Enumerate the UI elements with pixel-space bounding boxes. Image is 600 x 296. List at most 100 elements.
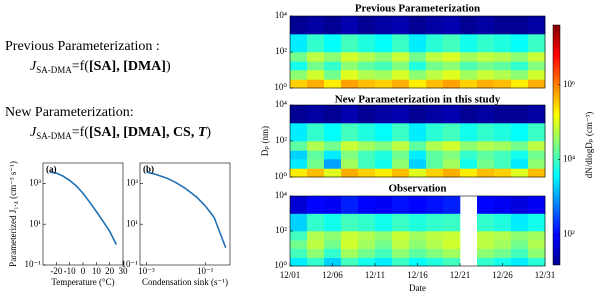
- heat-cell: [460, 79, 478, 89]
- heat-cell: [477, 257, 495, 267]
- previous-heading: Previous Parameterization :: [5, 39, 160, 54]
- heat-cell: [392, 159, 410, 169]
- heat-cell: [511, 141, 529, 151]
- heat-cell: [426, 196, 444, 214]
- heat-cell: [494, 257, 512, 267]
- x-tick-label: 12/01: [280, 270, 301, 280]
- heat-cell: [477, 123, 495, 142]
- heat-cell: [528, 105, 546, 124]
- heat-cell: [477, 168, 495, 178]
- heat-cell: [511, 257, 529, 267]
- heat-cell: [494, 16, 512, 35]
- eq: =f(: [72, 125, 90, 140]
- heat-cell: [528, 52, 546, 62]
- heat-cell: [477, 105, 495, 124]
- y-tick-label: 10⁻¹: [122, 259, 139, 269]
- heat-cell: [375, 141, 393, 151]
- heat-cell: [290, 52, 308, 62]
- heat-cell: [324, 141, 342, 151]
- x-tick-label: 12/16: [407, 270, 428, 280]
- heat-cell: [494, 168, 512, 178]
- heat-cell: [528, 159, 546, 169]
- heat-cell: [375, 79, 393, 89]
- heat-cell: [375, 52, 393, 62]
- heat-cell: [443, 257, 461, 267]
- x-tick-label: 12/26: [492, 270, 513, 280]
- heat-cell: [392, 168, 410, 178]
- y-tick-label: 10³: [126, 177, 138, 187]
- heat-cell: [290, 105, 308, 124]
- heat-cell: [443, 213, 461, 232]
- heat-cell: [290, 257, 308, 267]
- heat-cell: [494, 34, 512, 53]
- heat-cell: [375, 123, 393, 142]
- heat-cell: [443, 16, 461, 35]
- x-tick-label: 10⁻¹: [197, 266, 214, 276]
- heat-cell: [290, 213, 308, 232]
- heat-cell: [494, 61, 512, 71]
- x-tick-label: -20: [50, 266, 62, 276]
- t: T: [198, 125, 208, 140]
- heat-cell: [426, 213, 444, 232]
- y-tick-label: 10¹: [29, 218, 41, 228]
- y-tick-label: 10²: [275, 135, 287, 145]
- heat-cell: [341, 248, 359, 258]
- heat-cell: [528, 61, 546, 71]
- heat-cell: [341, 16, 359, 35]
- heat-cell: [409, 168, 427, 178]
- heat-cell: [443, 196, 461, 214]
- heat-cell: [511, 52, 529, 62]
- heat-cell: [307, 159, 325, 169]
- colorbar-tick-label: 10⁶: [563, 79, 575, 89]
- heat-cell: [477, 70, 495, 80]
- heat-cell: [392, 79, 410, 89]
- heat-cell: [375, 196, 393, 214]
- heat-cell: [392, 52, 410, 62]
- heat-cell: [290, 123, 308, 142]
- heat-cell: [290, 16, 308, 35]
- heat-cell: [494, 196, 512, 214]
- y-tick-label: 10⁰: [274, 82, 287, 92]
- x-tick-label: 10⁻³: [138, 266, 155, 276]
- heat-cell: [375, 159, 393, 169]
- heat-cell: [392, 248, 410, 258]
- heat-cell: [358, 105, 376, 124]
- heat-cell: [443, 52, 461, 62]
- heat-cell: [341, 196, 359, 214]
- heat-cell: [528, 16, 546, 35]
- heat-cell: [341, 52, 359, 62]
- close: ): [206, 125, 211, 140]
- heat-cell: [477, 231, 495, 241]
- heat-cell: [426, 70, 444, 80]
- heat-cell: [511, 168, 529, 178]
- heat-cell: [477, 34, 495, 53]
- y-axis-label: Dₚ (nm): [260, 126, 270, 156]
- heat-cell: [409, 231, 427, 241]
- heat-cell: [443, 159, 461, 169]
- heat-cell: [511, 61, 529, 71]
- heat-cell: [409, 248, 427, 258]
- heat-cell: [494, 150, 512, 160]
- heat-cell: [528, 150, 546, 160]
- heat-cell: [392, 105, 410, 124]
- x-tick-label: 12/31: [535, 270, 556, 280]
- y-tick-label: 10⁰: [274, 260, 287, 270]
- heat-cell: [443, 141, 461, 151]
- heat-cell: [307, 61, 325, 71]
- heat-cell: [460, 52, 478, 62]
- y-tick-label: 10⁻¹: [25, 259, 42, 269]
- heat-cell: [324, 196, 342, 214]
- heat-cell: [426, 231, 444, 241]
- heat-cell: [307, 248, 325, 258]
- heat-cell: [443, 168, 461, 178]
- heat-cell: [426, 150, 444, 160]
- heat-cell: [409, 213, 427, 232]
- heat-cell: [460, 61, 478, 71]
- heat-cell: [477, 248, 495, 258]
- plot-frame: [139, 162, 231, 266]
- heat-cell: [375, 61, 393, 71]
- heat-cell: [392, 240, 410, 249]
- heat-cell: [392, 196, 410, 214]
